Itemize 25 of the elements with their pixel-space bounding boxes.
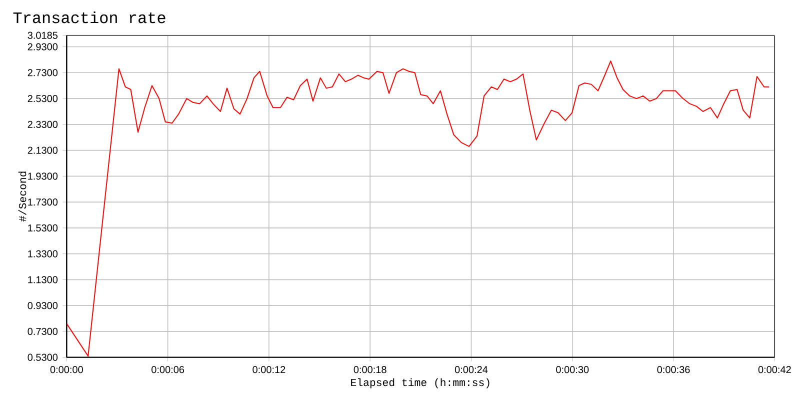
x-tick-label: 0:00:00 [50, 366, 83, 374]
y-tick-label: 2.9300 [28, 43, 58, 50]
x-tick-label: 0:00:30 [556, 366, 589, 374]
x-tick-label: 0:00:18 [354, 366, 386, 374]
x-tick-label: 0:00:24 [454, 366, 488, 374]
chart-title: Transaction rate [13, 11, 166, 24]
y-tick-label: 3.0185 [28, 32, 58, 39]
y-tick-label: 1.9300 [28, 172, 58, 180]
x-tick-label: 0:00:12 [252, 366, 286, 374]
x-tick-label: 0:00:36 [657, 366, 690, 374]
y-tick-label: 1.1300 [28, 276, 58, 284]
y-tick-label: 2.1300 [28, 146, 58, 154]
y-axis-title: #/Second [18, 172, 26, 222]
y-tick-label: 0.9300 [28, 302, 58, 310]
y-tick-label: 2.5300 [28, 95, 58, 102]
x-tick-label: 0:00:06 [152, 366, 184, 374]
y-tick-label: 1.7300 [28, 198, 58, 206]
y-tick-label: 2.7300 [28, 69, 58, 76]
y-tick-label: 2.3300 [28, 120, 58, 128]
y-tick-label: 1.3300 [28, 250, 58, 258]
y-tick-label: 0.5300 [28, 354, 58, 361]
x-axis-title: Elapsed time (h:mm:ss) [351, 378, 490, 388]
y-tick-label: 0.7300 [28, 328, 58, 335]
x-tick-label: 0:00:42 [758, 366, 791, 374]
y-tick-label: 1.5300 [28, 224, 58, 232]
